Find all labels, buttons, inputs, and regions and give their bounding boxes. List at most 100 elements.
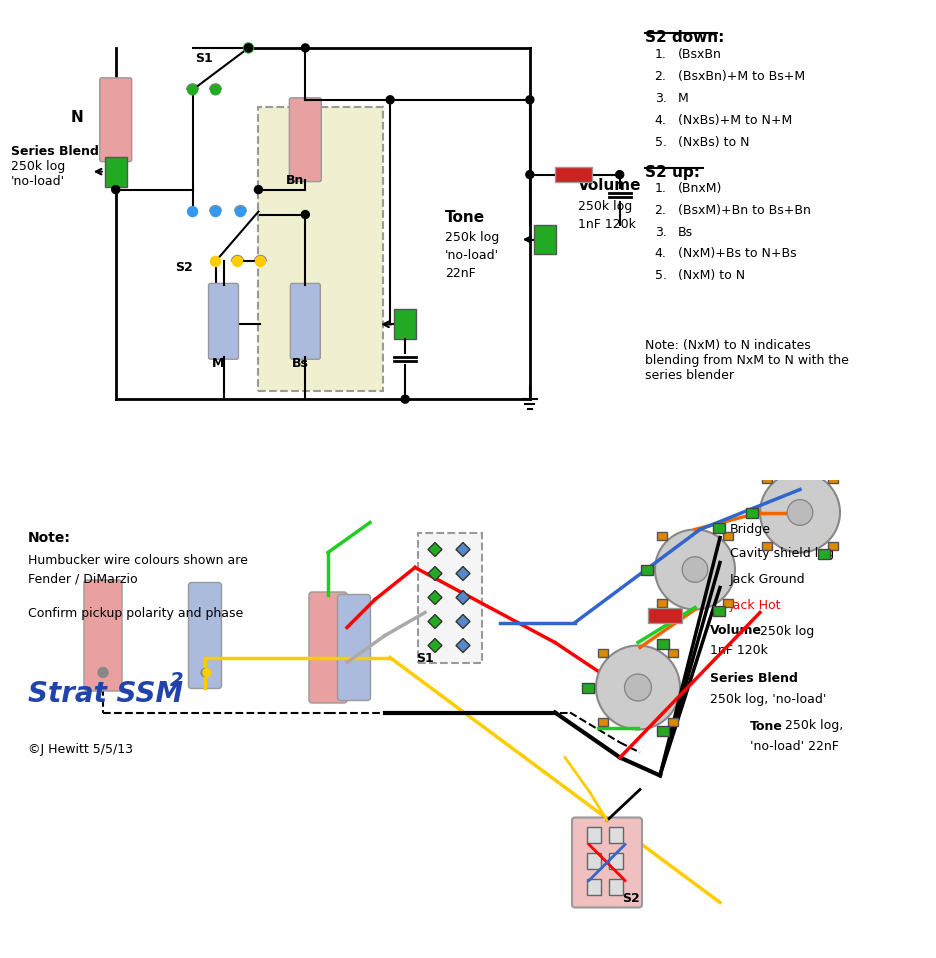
FancyBboxPatch shape bbox=[818, 466, 830, 476]
FancyBboxPatch shape bbox=[598, 718, 608, 726]
Text: 250k log: 250k log bbox=[445, 232, 499, 244]
Text: 250k log: 250k log bbox=[760, 625, 814, 637]
Circle shape bbox=[301, 44, 309, 52]
Circle shape bbox=[526, 171, 534, 178]
Text: (NxBs) to N: (NxBs) to N bbox=[678, 136, 749, 148]
FancyBboxPatch shape bbox=[418, 533, 482, 663]
FancyBboxPatch shape bbox=[762, 541, 772, 550]
FancyBboxPatch shape bbox=[657, 599, 666, 606]
Text: 22nF: 22nF bbox=[445, 267, 475, 281]
Text: ©J Hewitt 5/5/13: ©J Hewitt 5/5/13 bbox=[28, 742, 133, 756]
Polygon shape bbox=[456, 638, 470, 652]
Circle shape bbox=[655, 530, 735, 609]
Polygon shape bbox=[428, 542, 442, 557]
FancyBboxPatch shape bbox=[657, 639, 669, 650]
Polygon shape bbox=[428, 614, 442, 628]
Text: Volume: Volume bbox=[578, 177, 641, 193]
Text: (NxM)+Bs to N+Bs: (NxM)+Bs to N+Bs bbox=[678, 247, 797, 261]
Text: Jack Ground: Jack Ground bbox=[730, 573, 806, 585]
FancyBboxPatch shape bbox=[587, 827, 601, 842]
Text: S2: S2 bbox=[176, 262, 194, 274]
Circle shape bbox=[255, 186, 262, 194]
Text: blending from NxM to N with the: blending from NxM to N with the bbox=[645, 354, 849, 367]
FancyBboxPatch shape bbox=[713, 606, 725, 616]
Text: 250k log: 250k log bbox=[578, 199, 632, 213]
FancyBboxPatch shape bbox=[394, 309, 417, 339]
Polygon shape bbox=[428, 566, 442, 581]
Polygon shape bbox=[456, 590, 470, 604]
FancyBboxPatch shape bbox=[209, 284, 239, 359]
Text: M: M bbox=[678, 92, 688, 104]
Circle shape bbox=[98, 668, 108, 677]
Circle shape bbox=[203, 669, 211, 676]
Text: 2.: 2. bbox=[654, 70, 666, 82]
Circle shape bbox=[111, 186, 120, 194]
Text: 3.: 3. bbox=[654, 225, 666, 239]
FancyBboxPatch shape bbox=[746, 508, 758, 517]
FancyBboxPatch shape bbox=[338, 595, 371, 700]
Text: 2.: 2. bbox=[654, 204, 666, 217]
Text: Note: (NxM) to N indicates: Note: (NxM) to N indicates bbox=[645, 339, 811, 353]
FancyBboxPatch shape bbox=[609, 853, 623, 869]
Circle shape bbox=[201, 669, 209, 676]
Text: (BsxM)+Bn to Bs+Bn: (BsxM)+Bn to Bs+Bn bbox=[678, 204, 811, 217]
Text: (BsxBn)+M to Bs+M: (BsxBn)+M to Bs+M bbox=[678, 70, 805, 82]
Polygon shape bbox=[456, 566, 470, 581]
Text: N: N bbox=[71, 110, 83, 125]
Circle shape bbox=[787, 500, 812, 525]
Text: (BsxBn: (BsxBn bbox=[678, 48, 722, 61]
Circle shape bbox=[616, 171, 623, 178]
Text: 250k log, 'no-load': 250k log, 'no-load' bbox=[710, 693, 826, 705]
Text: (NxBs)+M to N+M: (NxBs)+M to N+M bbox=[678, 114, 792, 126]
Circle shape bbox=[682, 557, 708, 582]
Text: S1: S1 bbox=[196, 52, 213, 65]
Text: 'no-load' 22nF: 'no-load' 22nF bbox=[750, 740, 839, 752]
Circle shape bbox=[526, 96, 534, 103]
Circle shape bbox=[624, 674, 651, 701]
Circle shape bbox=[211, 207, 221, 217]
FancyBboxPatch shape bbox=[667, 718, 678, 726]
Text: Cavity shield lug: Cavity shield lug bbox=[730, 548, 834, 560]
Text: 5.: 5. bbox=[654, 136, 666, 148]
Text: Humbucker wire colours shown are: Humbucker wire colours shown are bbox=[28, 555, 248, 567]
Text: Confirm pickup polarity and phase: Confirm pickup polarity and phase bbox=[28, 607, 243, 621]
Text: 4.: 4. bbox=[654, 247, 666, 261]
Circle shape bbox=[596, 646, 680, 729]
FancyBboxPatch shape bbox=[587, 878, 601, 895]
FancyBboxPatch shape bbox=[100, 78, 132, 162]
FancyBboxPatch shape bbox=[828, 541, 839, 550]
Circle shape bbox=[244, 44, 253, 52]
FancyBboxPatch shape bbox=[609, 827, 623, 842]
Text: M: M bbox=[212, 357, 225, 370]
Text: (BnxM): (BnxM) bbox=[678, 182, 722, 194]
FancyBboxPatch shape bbox=[290, 284, 320, 359]
Text: Jack Hot: Jack Hot bbox=[730, 600, 782, 612]
Circle shape bbox=[243, 43, 254, 53]
Text: Bn: Bn bbox=[286, 173, 304, 187]
FancyBboxPatch shape bbox=[828, 475, 839, 483]
Text: 1.: 1. bbox=[654, 48, 666, 61]
Text: 1nF 120k: 1nF 120k bbox=[578, 217, 636, 231]
FancyBboxPatch shape bbox=[762, 475, 772, 483]
Text: Fender / DiMarzio: Fender / DiMarzio bbox=[28, 573, 138, 585]
FancyBboxPatch shape bbox=[587, 853, 601, 869]
FancyBboxPatch shape bbox=[657, 726, 669, 736]
Circle shape bbox=[402, 395, 409, 403]
Circle shape bbox=[301, 211, 309, 218]
Circle shape bbox=[256, 257, 266, 266]
Text: 3.: 3. bbox=[654, 92, 666, 104]
Polygon shape bbox=[456, 614, 470, 628]
Text: Bs: Bs bbox=[292, 357, 309, 370]
Text: 1.: 1. bbox=[654, 182, 666, 194]
Circle shape bbox=[760, 472, 840, 553]
Circle shape bbox=[387, 96, 394, 103]
Text: 2: 2 bbox=[170, 671, 183, 690]
Circle shape bbox=[187, 85, 197, 95]
FancyBboxPatch shape bbox=[667, 649, 678, 657]
Text: Tone: Tone bbox=[750, 719, 782, 733]
Text: Volume: Volume bbox=[710, 625, 762, 637]
Circle shape bbox=[232, 257, 242, 266]
FancyBboxPatch shape bbox=[713, 523, 725, 533]
Circle shape bbox=[236, 207, 245, 217]
Text: Note:: Note: bbox=[28, 532, 71, 545]
